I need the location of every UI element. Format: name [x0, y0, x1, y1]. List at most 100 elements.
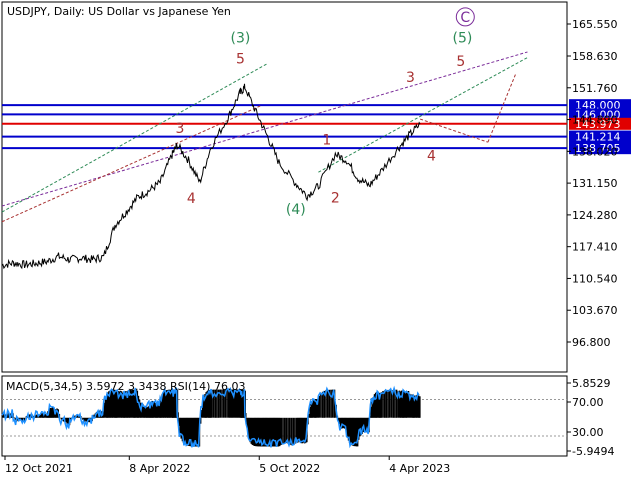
- wave-label: 5: [236, 52, 245, 68]
- macd-bar: [333, 389, 336, 418]
- macd-bar: [118, 391, 120, 418]
- macd-bar: [161, 394, 163, 418]
- macd-bar: [130, 390, 133, 418]
- macd-bar: [65, 417, 67, 423]
- macd-bar: [412, 395, 414, 418]
- macd-bar: [235, 389, 238, 418]
- wave-label: (3): [231, 31, 251, 47]
- macd-bar: [135, 389, 137, 418]
- macd-bar: [269, 417, 272, 447]
- macd-bar: [400, 390, 403, 418]
- macd-bar: [308, 413, 310, 418]
- indicator-tick-label: 70.00: [572, 396, 604, 409]
- macd-bar: [177, 412, 179, 418]
- macd-bar: [208, 390, 211, 418]
- macd-bar: [230, 389, 232, 418]
- macd-bar: [244, 413, 247, 418]
- macd-bar: [56, 408, 58, 418]
- macd-bar: [373, 394, 376, 418]
- macd-bar: [187, 417, 189, 446]
- macd-bar: [103, 402, 106, 418]
- macd-bar: [398, 390, 401, 418]
- macd-bar: [270, 417, 273, 447]
- macd-bar: [150, 402, 152, 418]
- macd-bar: [188, 417, 191, 446]
- macd-bar: [183, 417, 186, 445]
- macd-bar: [258, 417, 261, 447]
- macd-bar: [303, 417, 306, 444]
- price-tick-label: 158.630: [572, 50, 618, 63]
- macd-bar: [154, 403, 157, 418]
- macd-bar: [379, 393, 381, 418]
- macd-bar: [403, 390, 405, 418]
- macd-bar: [144, 405, 146, 418]
- macd-bar: [7, 413, 10, 418]
- macd-bar: [167, 389, 169, 418]
- macd-bar: [309, 407, 311, 418]
- macd-bar: [350, 417, 352, 445]
- macd-bar: [180, 417, 183, 439]
- macd-bar: [299, 417, 301, 442]
- macd-bar: [254, 417, 256, 446]
- macd-bar: [268, 417, 271, 447]
- macd-bar: [347, 417, 350, 441]
- macd-bar: [148, 403, 151, 418]
- macd-bar: [298, 417, 300, 442]
- macd-bar: [190, 417, 193, 447]
- macd-bar: [2, 415, 4, 418]
- macd-bar: [315, 399, 317, 418]
- time-tick-label: 4 Apr 2023: [389, 462, 450, 475]
- macd-bar: [378, 392, 380, 418]
- macd-bar: [275, 417, 278, 447]
- macd-bar: [107, 392, 109, 418]
- macd-bar: [120, 391, 123, 418]
- macd-bar: [116, 391, 118, 418]
- macd-bar: [52, 408, 55, 418]
- macd-bar: [285, 417, 288, 444]
- key-level-label: 143.973: [575, 118, 621, 131]
- chart-title: USDJPY, Daily: US Dollar vs Japanese Yen: [7, 5, 231, 18]
- macd-bar: [355, 417, 358, 447]
- wave-label: 5: [456, 54, 465, 70]
- macd-bar: [39, 414, 41, 418]
- macd-bar: [289, 417, 291, 445]
- macd-bar: [66, 417, 68, 424]
- wave-label: 1: [322, 132, 331, 148]
- macd-bar: [125, 391, 127, 418]
- price-tick-label: 117.410: [572, 241, 618, 254]
- macd-bar: [178, 417, 180, 426]
- projection-line-5: [487, 72, 517, 143]
- macd-bar: [95, 412, 98, 418]
- macd-bar: [122, 392, 125, 418]
- price-tick-label: 144.890: [572, 114, 618, 127]
- macd-bar: [348, 417, 351, 443]
- macd-bar: [83, 417, 85, 421]
- macd-bar: [246, 417, 248, 427]
- macd-bar: [203, 396, 205, 418]
- macd-bar: [137, 395, 140, 418]
- trend-line-upper: [1, 63, 268, 213]
- macd-bar: [417, 395, 420, 418]
- macd-bar: [389, 389, 391, 418]
- key-level-badge: [569, 99, 631, 112]
- time-tick-label: 8 Apr 2022: [129, 462, 190, 475]
- trend-line-lower: [1, 104, 263, 223]
- macd-bar: [280, 417, 283, 445]
- time-tick-label: 5 Oct 2022: [259, 462, 320, 475]
- macd-bar: [197, 417, 200, 447]
- macd-bar: [44, 414, 47, 418]
- macd-bar: [290, 417, 293, 446]
- wave-label: C: [460, 10, 470, 26]
- macd-bar: [222, 389, 225, 418]
- macd-bar: [301, 417, 303, 444]
- macd-bar: [272, 417, 274, 447]
- macd-bar: [138, 399, 141, 418]
- macd-bar: [212, 389, 215, 418]
- macd-bar: [320, 393, 322, 418]
- macd-bar: [231, 389, 233, 418]
- indicator-title: MACD(5,34,5) 3.5972 3.3438 RSI(14) 76.03: [6, 380, 245, 393]
- macd-bar: [35, 414, 38, 418]
- macd-bar: [200, 410, 203, 418]
- macd-bar: [209, 389, 212, 418]
